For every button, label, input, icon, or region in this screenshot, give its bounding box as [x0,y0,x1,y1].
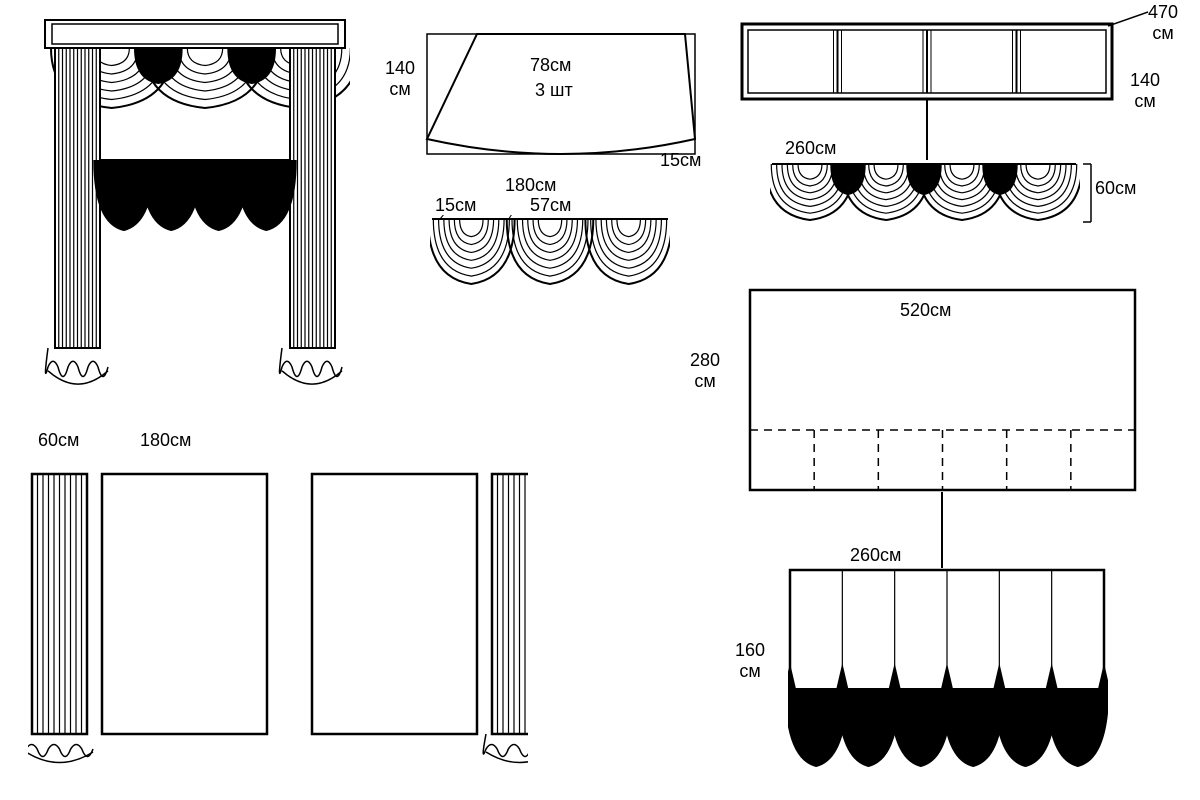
top-bar-pattern [740,22,1120,107]
label-180b: 180см [140,430,191,451]
label-140: 140 см [385,58,415,100]
label-3sht: 3 шт [535,80,573,101]
dim-bracket-60 [1083,162,1095,224]
small-swag-row [430,215,670,295]
austrian-curtain-diagram [788,568,1108,773]
curtain-assembly-diagram [40,15,350,395]
side-panel-patterns [28,470,528,780]
label-15b: 15см [435,195,476,216]
top-swag-row [770,160,1080,230]
label-280: 280 см [690,350,720,392]
connector-bar-swags [925,100,929,160]
label-78: 78см [530,55,571,76]
label-520: 520см [900,300,951,321]
label-60a: 60см [1095,178,1136,199]
label-57: 57см [530,195,571,216]
label-470: 470 см [1148,2,1178,44]
label-180a: 180см [505,175,556,196]
label-60b: 60см [38,430,79,451]
label-260b: 260см [850,545,901,566]
label-15a: 15см [660,150,701,171]
label-160: 160 см [735,640,765,682]
label-140b: 140 см [1130,70,1160,112]
connector-rect-curtain [940,492,944,568]
label-260a: 260см [785,138,836,159]
